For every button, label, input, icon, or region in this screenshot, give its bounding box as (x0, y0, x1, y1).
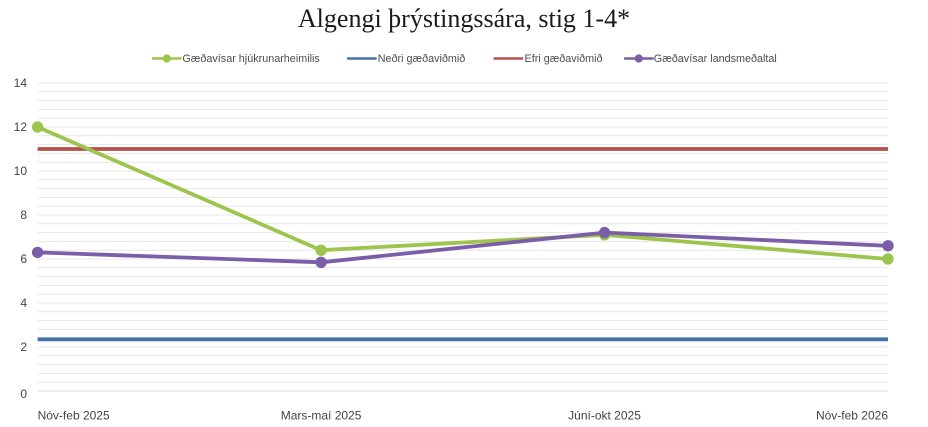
svg-text:Júní-okt 2025: Júní-okt 2025 (568, 409, 641, 423)
svg-text:Nóv-feb 2025: Nóv-feb 2025 (38, 409, 110, 423)
svg-text:Algengi þrýstingssára, stig 1-: Algengi þrýstingssára, stig 1-4* (298, 4, 630, 33)
svg-text:2: 2 (20, 340, 27, 354)
svg-text:6: 6 (20, 252, 27, 266)
svg-text:Mars-maí 2025: Mars-maí 2025 (281, 409, 362, 423)
svg-text:Gæðavísar hjúkrunarheimilis: Gæðavísar hjúkrunarheimilis (182, 53, 320, 65)
svg-text:14: 14 (14, 76, 28, 90)
svg-text:4: 4 (20, 296, 27, 310)
svg-text:10: 10 (14, 164, 28, 178)
svg-text:Gæðavísar landsmeðaltal: Gæðavísar landsmeðaltal (654, 53, 777, 65)
svg-text:12: 12 (14, 120, 28, 134)
svg-text:Efri gæðaviðmið: Efri gæðaviðmið (525, 53, 603, 65)
svg-text:0: 0 (20, 387, 27, 401)
svg-text:Nóv-feb 2026: Nóv-feb 2026 (816, 409, 888, 423)
svg-text:8: 8 (20, 208, 27, 222)
svg-text:Neðri gæðaviðmið: Neðri gæðaviðmið (378, 53, 466, 65)
